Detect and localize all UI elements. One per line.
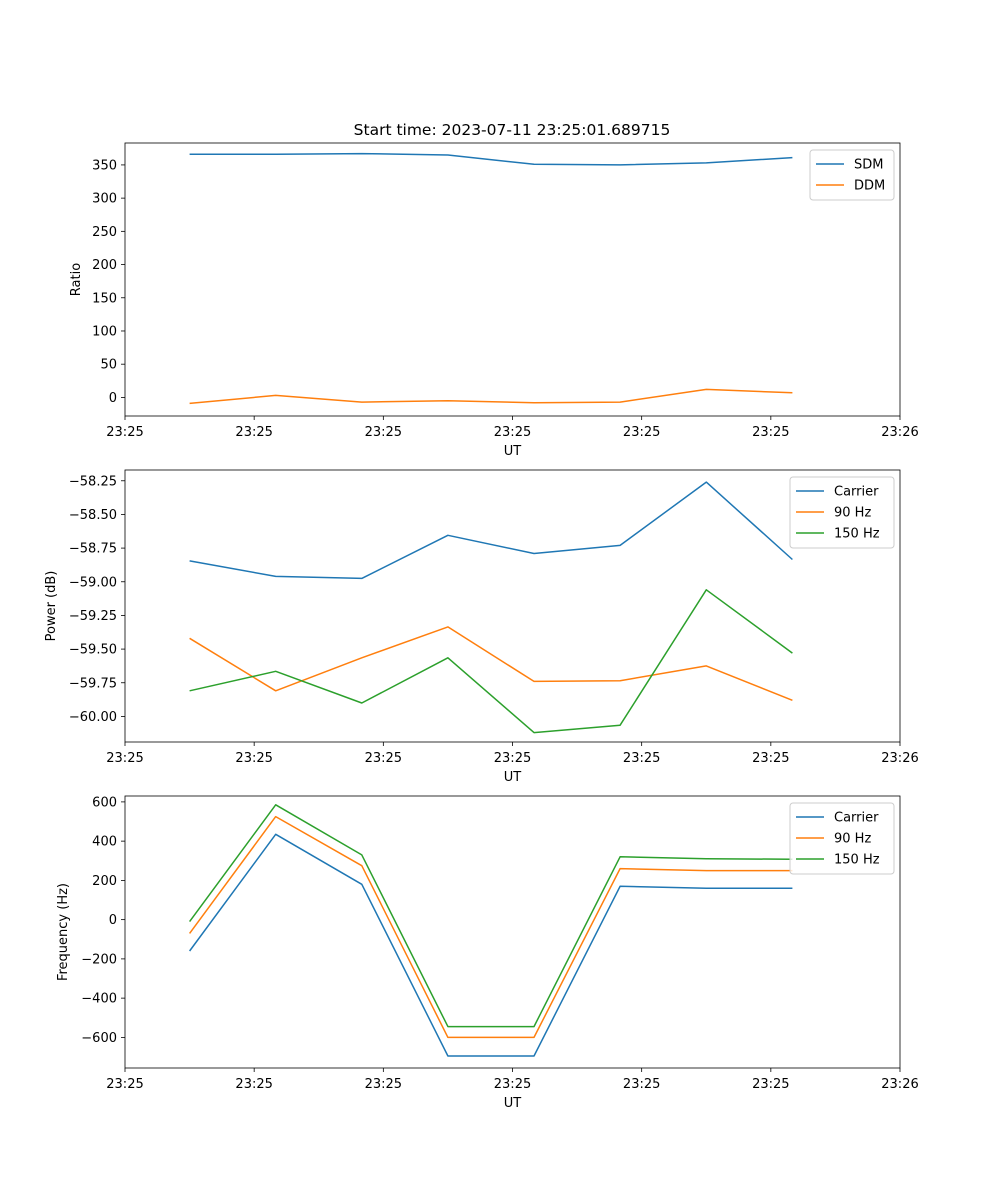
legend-label: 90 Hz: [834, 506, 871, 521]
legend: SDM DDM: [809, 149, 895, 201]
y-axis-label: Power (dB): [44, 571, 59, 642]
x-tick-label: 23:25: [235, 425, 272, 440]
y-tick-label: 250: [92, 225, 117, 240]
legend-label: 150 Hz: [834, 853, 880, 868]
legend-label: Carrier: [834, 485, 879, 500]
x-tick-label: 23:25: [623, 425, 660, 440]
x-tick-label: 23:25: [752, 1077, 789, 1092]
legend-label: DDM: [854, 179, 885, 194]
x-tick-label: 23:26: [881, 425, 918, 440]
legend-frame: [789, 802, 895, 875]
x-axis-label: UT: [504, 444, 522, 459]
y-tick-label: 0: [109, 391, 117, 406]
y-tick-label: 100: [92, 324, 117, 339]
y-tick-label: −59.25: [69, 609, 117, 624]
y-axis-label: Frequency (Hz): [56, 883, 71, 981]
x-tick-label: 23:25: [752, 751, 789, 766]
legend-label: SDM: [854, 158, 883, 173]
legend: Carrier 90 Hz 150 Hz: [789, 476, 895, 549]
subplot-1: 23:25 23:25 23:25 23:25 23:25 23:25 23:26 0 50 10…: [69, 142, 919, 459]
x-tick-label: 23:25: [494, 1077, 531, 1092]
y-tick-label: 300: [92, 192, 117, 207]
y-tick-label: 200: [92, 874, 117, 889]
y-axis-label: Ratio: [69, 263, 84, 296]
x-axis-label: UT: [504, 770, 522, 785]
x-tick-label: 23:25: [623, 1077, 660, 1092]
figure-title: Start time: 2023-07-11 23:25:01.689715: [354, 121, 671, 139]
y-tick-label: 0: [109, 913, 117, 928]
x-tick-label: 23:25: [106, 751, 143, 766]
subplot-3: 23:25 23:25 23:25 23:25 23:25 23:25 23:26 −600 −…: [56, 795, 919, 1111]
y-tick-label: 50: [100, 358, 117, 373]
x-tick-label: 23:25: [106, 425, 143, 440]
series-line-sdm: [189, 152, 793, 166]
x-tick-label: 23:26: [881, 751, 918, 766]
y-tick-label: −58.25: [69, 474, 117, 489]
x-tick-label: 23:25: [235, 1077, 272, 1092]
legend-frame: [789, 476, 895, 549]
legend-label: 90 Hz: [834, 832, 871, 847]
y-tick-label: 600: [92, 795, 117, 810]
subplot-2: 23:25 23:25 23:25 23:25 23:25 23:25 23:26 −60.0…: [44, 469, 919, 785]
x-tick-label: 23:25: [623, 751, 660, 766]
x-tick-label: 23:25: [235, 751, 272, 766]
legend-label: 150 Hz: [834, 527, 880, 542]
x-axis-label: UT: [504, 1096, 522, 1111]
series-line-carrier: [189, 481, 793, 580]
y-tick-label: 150: [92, 291, 117, 306]
y-tick-label: −59.00: [69, 575, 117, 590]
series-line-150-hz: [189, 589, 793, 734]
y-tick-label: 400: [92, 835, 117, 850]
subplots: 23:25 23:25 23:25 23:25 23:25 23:25 23:26 0 50 10…: [44, 142, 919, 1111]
x-tick-label: 23:25: [494, 425, 531, 440]
y-tick-label: −600: [81, 1031, 117, 1046]
y-tick-label: −60.00: [69, 710, 117, 725]
legend: Carrier 90 Hz 150 Hz: [789, 802, 895, 875]
y-tick-label: −200: [81, 952, 117, 967]
y-tick-label: −58.75: [69, 542, 117, 557]
y-tick-label: −58.50: [69, 508, 117, 523]
series-line-ddm: [189, 388, 793, 405]
series-line-carrier: [188, 833, 793, 1057]
x-tick-label: 23:25: [106, 1077, 143, 1092]
y-tick-label: −400: [81, 992, 117, 1007]
x-tick-label: 23:25: [365, 751, 402, 766]
y-tick-label: 200: [92, 258, 117, 273]
x-tick-label: 23:25: [365, 425, 402, 440]
series-line-90-hz: [189, 626, 793, 701]
series-line-90-hz: [188, 815, 793, 1039]
legend-frame: [809, 149, 895, 201]
y-tick-label: −59.50: [69, 643, 117, 658]
y-tick-label: −59.75: [69, 676, 117, 691]
x-tick-label: 23:26: [881, 1077, 918, 1092]
y-tick-label: 350: [92, 158, 117, 173]
x-tick-label: 23:25: [752, 425, 789, 440]
series-line-150-hz: [188, 804, 793, 1028]
x-tick-label: 23:25: [365, 1077, 402, 1092]
x-tick-label: 23:25: [494, 751, 531, 766]
legend-label: Carrier: [834, 811, 879, 826]
